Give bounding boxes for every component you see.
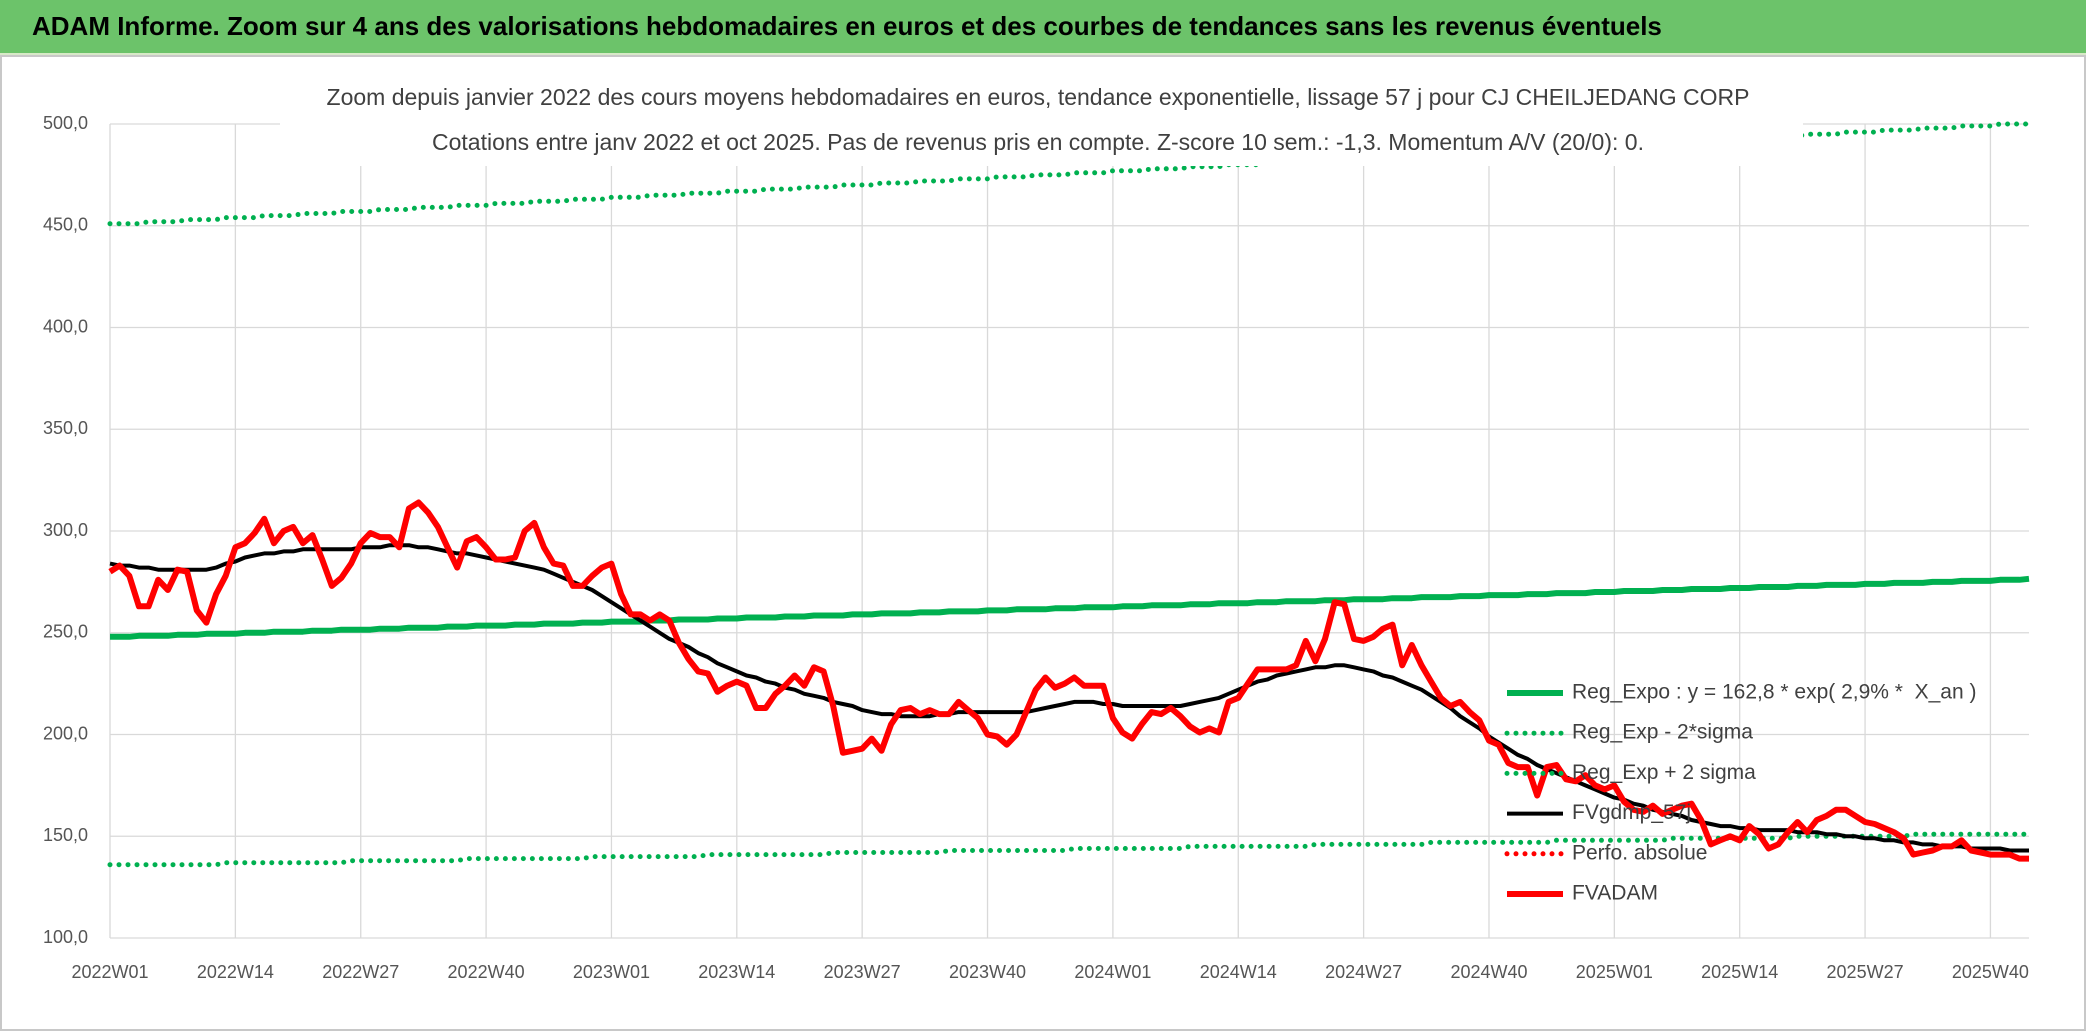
x-tick-label: 2025W40 xyxy=(1952,962,2029,982)
series-line xyxy=(108,499,2029,862)
x-tick-label: 2022W14 xyxy=(197,962,274,982)
subtitle-box xyxy=(280,77,1803,166)
chart-subtitle: Zoom depuis janvier 2022 des cours moyen… xyxy=(327,84,1750,110)
series-line xyxy=(110,575,2030,640)
y-tick-label: 500,0 xyxy=(43,113,88,133)
x-tick-label: 2025W14 xyxy=(1701,962,1778,982)
x-tick-label: 2023W14 xyxy=(698,962,775,982)
x-tick-label: 2022W40 xyxy=(448,962,525,982)
x-tick-label: 2024W14 xyxy=(1200,962,1277,982)
y-tick-label: 300,0 xyxy=(43,520,88,540)
series-lines xyxy=(107,121,2032,868)
y-tick-label: 450,0 xyxy=(43,215,88,235)
header-rule xyxy=(0,53,2086,56)
y-tick-label: 150,0 xyxy=(43,825,88,845)
x-tick-label: 2023W27 xyxy=(824,962,901,982)
series-line xyxy=(107,121,2032,227)
header-bar xyxy=(0,0,2086,53)
header-title: ADAM Informe. Zoom sur 4 ans des valoris… xyxy=(32,11,1662,41)
legend-label: Perfo. absolue xyxy=(1572,841,1707,864)
legend-label: Reg_Expo : y = 162,8 * exp( 2,9% * X_an … xyxy=(1572,681,1977,704)
frame xyxy=(0,55,2086,1031)
chart-subtitle: Cotations entre janv 2022 et oct 2025. P… xyxy=(432,129,1644,155)
x-tick-label: 2024W01 xyxy=(1074,962,1151,982)
legend-label: FVADAM xyxy=(1572,882,1658,905)
y-tick-label: 350,0 xyxy=(43,418,88,438)
x-tick-label: 2023W01 xyxy=(573,962,650,982)
y-tick-label: 100,0 xyxy=(43,927,88,947)
y-tick-label: 250,0 xyxy=(43,622,88,642)
x-tick-label: 2023W40 xyxy=(949,962,1026,982)
x-tick-label: 2024W27 xyxy=(1325,962,1402,982)
x-tick-label: 2022W01 xyxy=(71,962,148,982)
y-tick-label: 200,0 xyxy=(43,723,88,743)
x-tick-label: 2025W01 xyxy=(1576,962,1653,982)
x-tick-label: 2025W27 xyxy=(1827,962,1904,982)
x-tick-label: 2022W27 xyxy=(322,962,399,982)
legend: Reg_Expo : y = 162,8 * exp( 2,9% * X_an … xyxy=(1504,681,1977,905)
series-line xyxy=(109,543,2029,853)
y-tick-label: 400,0 xyxy=(43,316,88,336)
legend-label: FVgdmp_57j xyxy=(1572,801,1691,824)
legend-label: Reg_Exp - 2*sigma xyxy=(1572,721,1753,744)
x-tick-label: 2024W40 xyxy=(1450,962,1527,982)
legend-label: Reg_Exp + 2 sigma xyxy=(1572,761,1756,784)
